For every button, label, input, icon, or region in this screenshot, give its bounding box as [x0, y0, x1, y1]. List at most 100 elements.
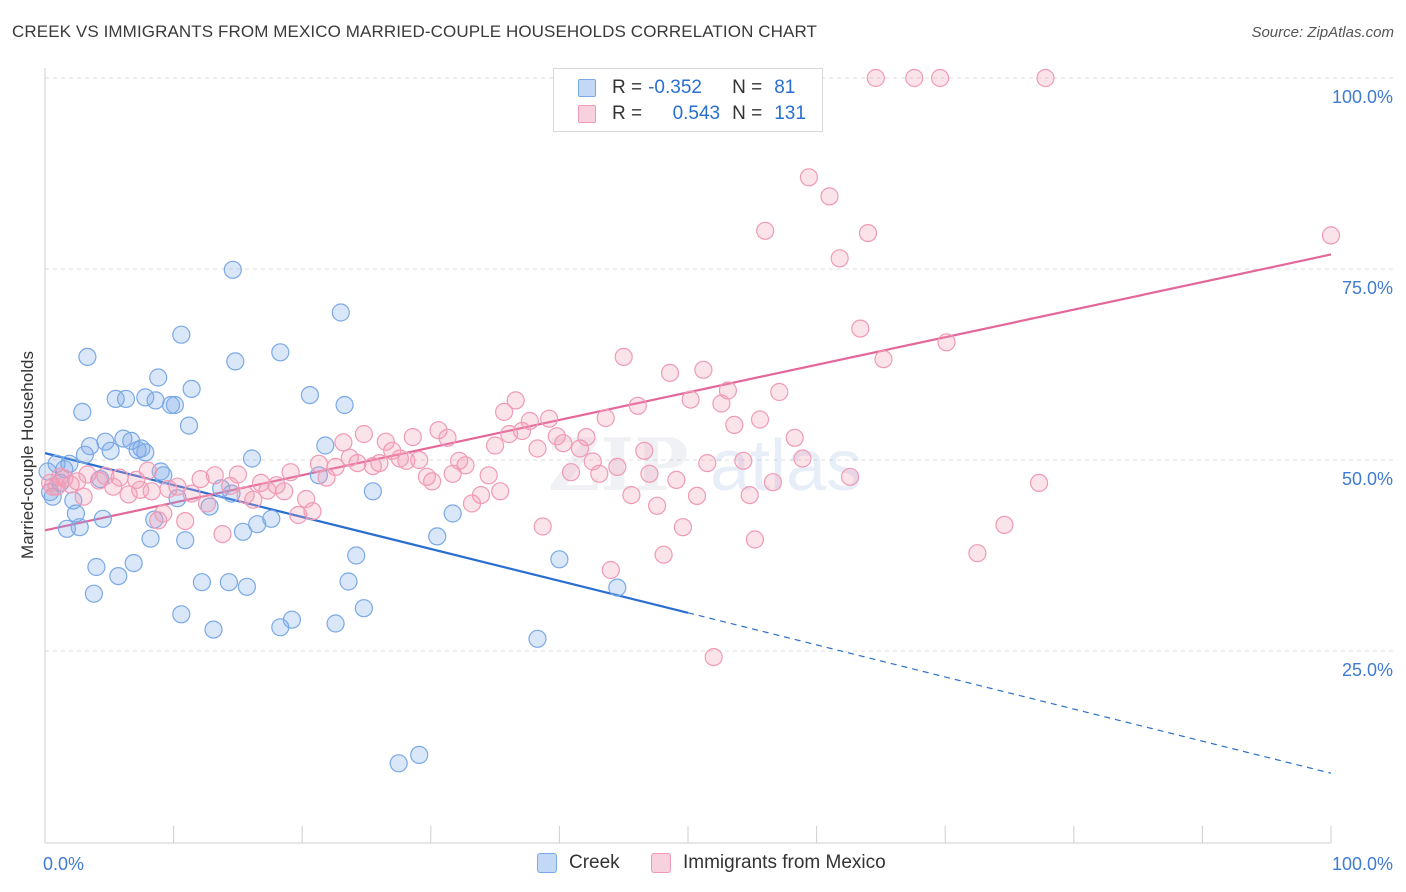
data-point [122, 431, 141, 450]
data-point [383, 441, 402, 460]
data-point [528, 629, 547, 648]
data-point [750, 410, 770, 429]
data-point [550, 550, 569, 569]
data-point [223, 260, 242, 279]
data-point [124, 553, 143, 573]
data-point [70, 518, 89, 537]
data-point [667, 470, 686, 489]
y-tick-label: 50.0% [1342, 469, 1393, 489]
data-point [339, 572, 358, 591]
data-point [282, 610, 301, 629]
data-point [141, 529, 160, 548]
data-point [205, 466, 224, 485]
data-point [968, 544, 987, 563]
data-point [628, 396, 647, 415]
data-point [213, 524, 232, 544]
data-point [554, 434, 573, 453]
data-point [354, 599, 373, 618]
data-point [479, 466, 498, 485]
data-point [851, 319, 870, 338]
data-point [110, 468, 129, 487]
legend-row-creek: R = -0.352 N = 81 [578, 77, 795, 99]
data-point [96, 432, 115, 451]
data-point [698, 454, 717, 473]
data-point [74, 487, 93, 506]
data-point [866, 68, 885, 88]
data-point [491, 482, 510, 501]
data-point [78, 465, 97, 484]
trend-lines [44, 253, 1332, 774]
data-point [275, 482, 294, 501]
data-point [68, 472, 87, 491]
data-point [601, 560, 620, 580]
data-point [423, 472, 442, 491]
data-point [785, 428, 804, 447]
data-point [154, 504, 173, 523]
data-point [93, 509, 113, 528]
data-point [647, 496, 667, 515]
data-point [770, 382, 789, 402]
data-point [179, 416, 199, 435]
x-tick-label: 100.0% [1332, 854, 1393, 874]
data-point [937, 333, 956, 352]
data-point [495, 402, 514, 421]
data-point [577, 428, 596, 447]
legend-swatch-creek [578, 79, 596, 97]
data-point [104, 477, 123, 496]
data-point [316, 436, 335, 455]
data-point [528, 439, 547, 458]
data-point [172, 605, 191, 624]
gridlines [45, 77, 1395, 652]
data-point [793, 449, 812, 468]
data-point [204, 620, 223, 639]
data-point [734, 451, 753, 470]
data-point [512, 421, 532, 441]
data-point [995, 515, 1014, 535]
data-point [226, 352, 245, 371]
data-point [149, 368, 168, 387]
series-label-creek: Creek [569, 852, 620, 873]
data-point [237, 577, 256, 596]
data-point [363, 482, 382, 501]
legend-n-value: 131 [774, 103, 806, 124]
data-point [905, 68, 924, 88]
data-point [176, 531, 195, 550]
series-label-mexico: Immigrants from Mexico [683, 852, 886, 873]
data-point [142, 482, 161, 501]
data-point [745, 530, 765, 549]
x-tick-label: 0.0% [43, 854, 84, 874]
legend-r-label: R = [612, 103, 643, 124]
data-point [389, 754, 408, 773]
data-point [242, 449, 262, 468]
trend-line [44, 253, 1332, 532]
data-point [244, 490, 263, 509]
data-point [60, 454, 79, 473]
data-point [335, 395, 354, 415]
data-point [271, 343, 290, 362]
data-point [410, 745, 429, 765]
data-point [200, 497, 219, 516]
data-point [197, 494, 217, 513]
data-point [622, 486, 641, 505]
data-point [84, 584, 104, 603]
data-point [191, 470, 210, 489]
data-point [740, 486, 759, 505]
axes [44, 68, 1332, 844]
legend-n-label: N = [732, 103, 763, 124]
data-point [403, 428, 422, 447]
data-point [331, 303, 350, 322]
data-point [182, 484, 201, 503]
data-point [533, 517, 552, 536]
data-point [289, 505, 308, 525]
data-point [471, 486, 491, 505]
watermark-zip: ZIP [548, 422, 688, 507]
data-point [397, 451, 416, 470]
data-point [66, 504, 86, 523]
data-point [172, 325, 191, 344]
data-point [165, 395, 184, 415]
series-swatch-mexico [651, 853, 671, 873]
data-point [161, 395, 181, 415]
data-point [539, 409, 559, 428]
data-point [248, 515, 267, 534]
legend-n-label: N = [732, 77, 763, 98]
